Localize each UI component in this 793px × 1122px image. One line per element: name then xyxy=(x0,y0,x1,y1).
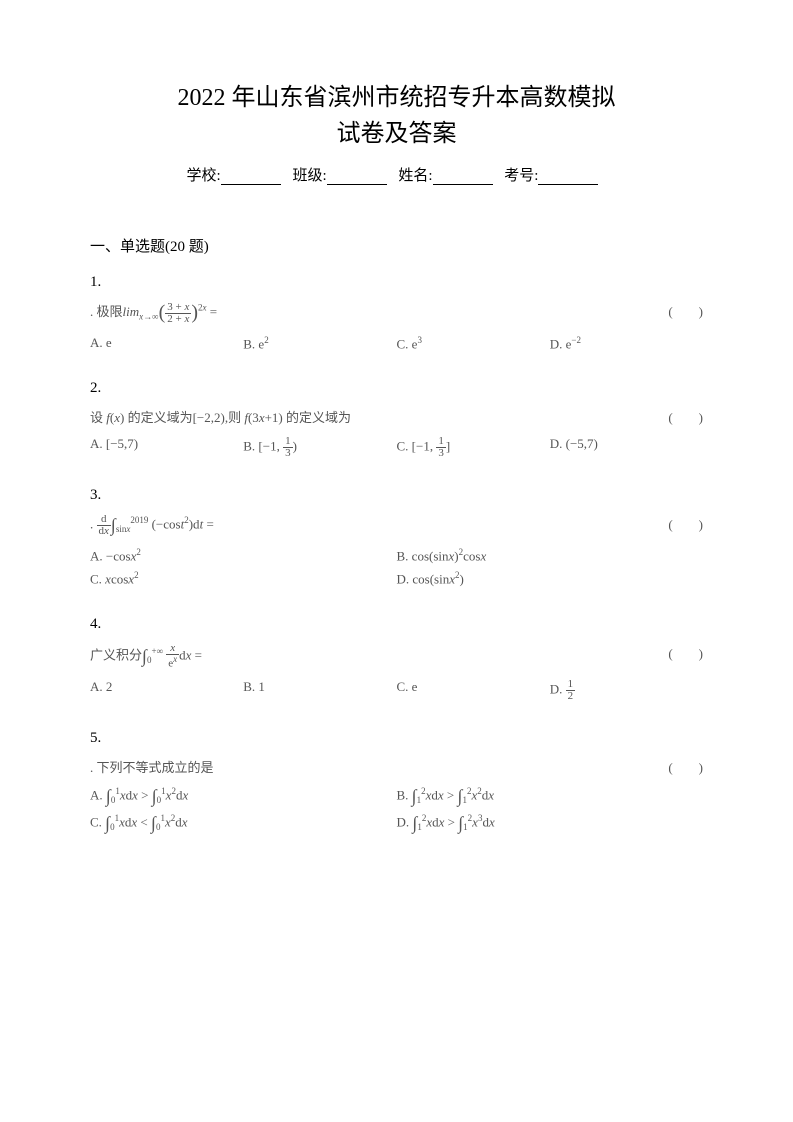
q3-opt-d: D. cos(sinx2) xyxy=(397,570,704,587)
q5-opt-d: D. ∫12xdx > ∫12x3dx xyxy=(397,813,704,834)
q2-options: A. [−5,7) B. [−1, 13) C. [−1, 13] D. (−5… xyxy=(90,436,703,465)
q4-options: A. 2 B. 1 C. e D. 12 xyxy=(90,679,703,708)
class-blank[interactable] xyxy=(327,169,387,185)
q1-number: 1. xyxy=(90,274,703,291)
q4-opt-b: B. 1 xyxy=(243,679,396,702)
school-label: 学校: xyxy=(187,168,221,184)
q3-opt-c: C. xcosx2 xyxy=(90,570,397,587)
q1-opt-d: D. e−2 xyxy=(550,335,703,352)
q5-opt-b: B. ∫12xdx > ∫12x2dx xyxy=(397,786,704,807)
class-label: 班级: xyxy=(292,168,326,184)
question-4: 4. 广义积分∫0+∞ xexdx = ( ) A. 2 B. 1 C. e D… xyxy=(90,616,703,709)
q2-opt-b: B. [−1, 13) xyxy=(243,436,396,459)
q1-opt-c: C. e3 xyxy=(397,335,550,352)
q3-stem: . ddx∫sinx2019 (−cost2)dt = ( ) xyxy=(90,514,703,537)
q1-math: limx→∞ xyxy=(123,304,159,319)
answer-paren: ( ) xyxy=(668,757,703,776)
answer-paren: ( ) xyxy=(668,407,703,426)
question-5: 5. . 下列不等式成立的是 ( ) A. ∫01xdx > ∫01x2dx B… xyxy=(90,730,703,840)
q2-opt-d: D. (−5,7) xyxy=(550,436,703,459)
q1-options: A. e B. e2 C. e3 D. e−2 xyxy=(90,335,703,358)
exam-title: 2022 年山东省滨州市统招专升本高数模拟 试卷及答案 xyxy=(90,80,703,152)
q1-opt-a: A. e xyxy=(90,335,243,352)
title-line1: 2022 年山东省滨州市统招专升本高数模拟 xyxy=(178,85,616,111)
exam-no-blank[interactable] xyxy=(538,169,598,185)
q4-stem: 广义积分∫0+∞ xexdx = ( ) xyxy=(90,643,703,670)
q2-opt-a: A. [−5,7) xyxy=(90,436,243,459)
answer-paren: ( ) xyxy=(668,643,703,662)
question-2: 2. 设 f(x) 的定义域为[−2,2),则 f(3x+1) 的定义域为 ( … xyxy=(90,380,703,465)
answer-paren: ( ) xyxy=(668,514,703,533)
section-heading: 一、单选题(20 题) xyxy=(90,235,703,256)
student-info-line: 学校: 班级: 姓名: 考号: xyxy=(90,164,703,185)
q4-opt-c: C. e xyxy=(397,679,550,702)
answer-paren: ( ) xyxy=(668,301,703,320)
q5-stem: . 下列不等式成立的是 ( ) xyxy=(90,757,703,776)
exam-no-label: 考号: xyxy=(504,168,538,184)
q4-opt-a: A. 2 xyxy=(90,679,243,702)
q2-number: 2. xyxy=(90,380,703,397)
name-blank[interactable] xyxy=(433,169,493,185)
q3-opt-a: A. −cosx2 xyxy=(90,547,397,564)
q5-opt-a: A. ∫01xdx > ∫01x2dx xyxy=(90,786,397,807)
q5-options: A. ∫01xdx > ∫01x2dx B. ∫12xdx > ∫12x2dx … xyxy=(90,786,703,840)
q2-opt-c: C. [−1, 13] xyxy=(397,436,550,459)
q4-number: 4. xyxy=(90,616,703,633)
q5-number: 5. xyxy=(90,730,703,747)
q3-deriv: ddx xyxy=(97,514,111,537)
q1-stem-prefix: . 极限 xyxy=(90,304,123,319)
q3-number: 3. xyxy=(90,487,703,504)
question-1: 1. . 极限limx→∞(3 + x2 + x)2x = ( ) A. e B… xyxy=(90,274,703,358)
q3-options: A. −cosx2 B. cos(sinx)2cosx C. xcosx2 D.… xyxy=(90,547,703,594)
school-blank[interactable] xyxy=(221,169,281,185)
q5-opt-c: C. ∫01xdx < ∫01x2dx xyxy=(90,813,397,834)
title-line2: 试卷及答案 xyxy=(337,121,457,147)
question-3: 3. . ddx∫sinx2019 (−cost2)dt = ( ) A. −c… xyxy=(90,487,703,594)
q1-stem: . 极限limx→∞(3 + x2 + x)2x = ( ) xyxy=(90,301,703,325)
q4-opt-d: D. 12 xyxy=(550,679,703,702)
q3-opt-b: B. cos(sinx)2cosx xyxy=(397,547,704,564)
name-label: 姓名: xyxy=(398,168,432,184)
q2-stem: 设 f(x) 的定义域为[−2,2),则 f(3x+1) 的定义域为 ( ) xyxy=(90,407,703,426)
q1-opt-b: B. e2 xyxy=(243,335,396,352)
q1-fraction: 3 + x2 + x xyxy=(165,302,191,325)
